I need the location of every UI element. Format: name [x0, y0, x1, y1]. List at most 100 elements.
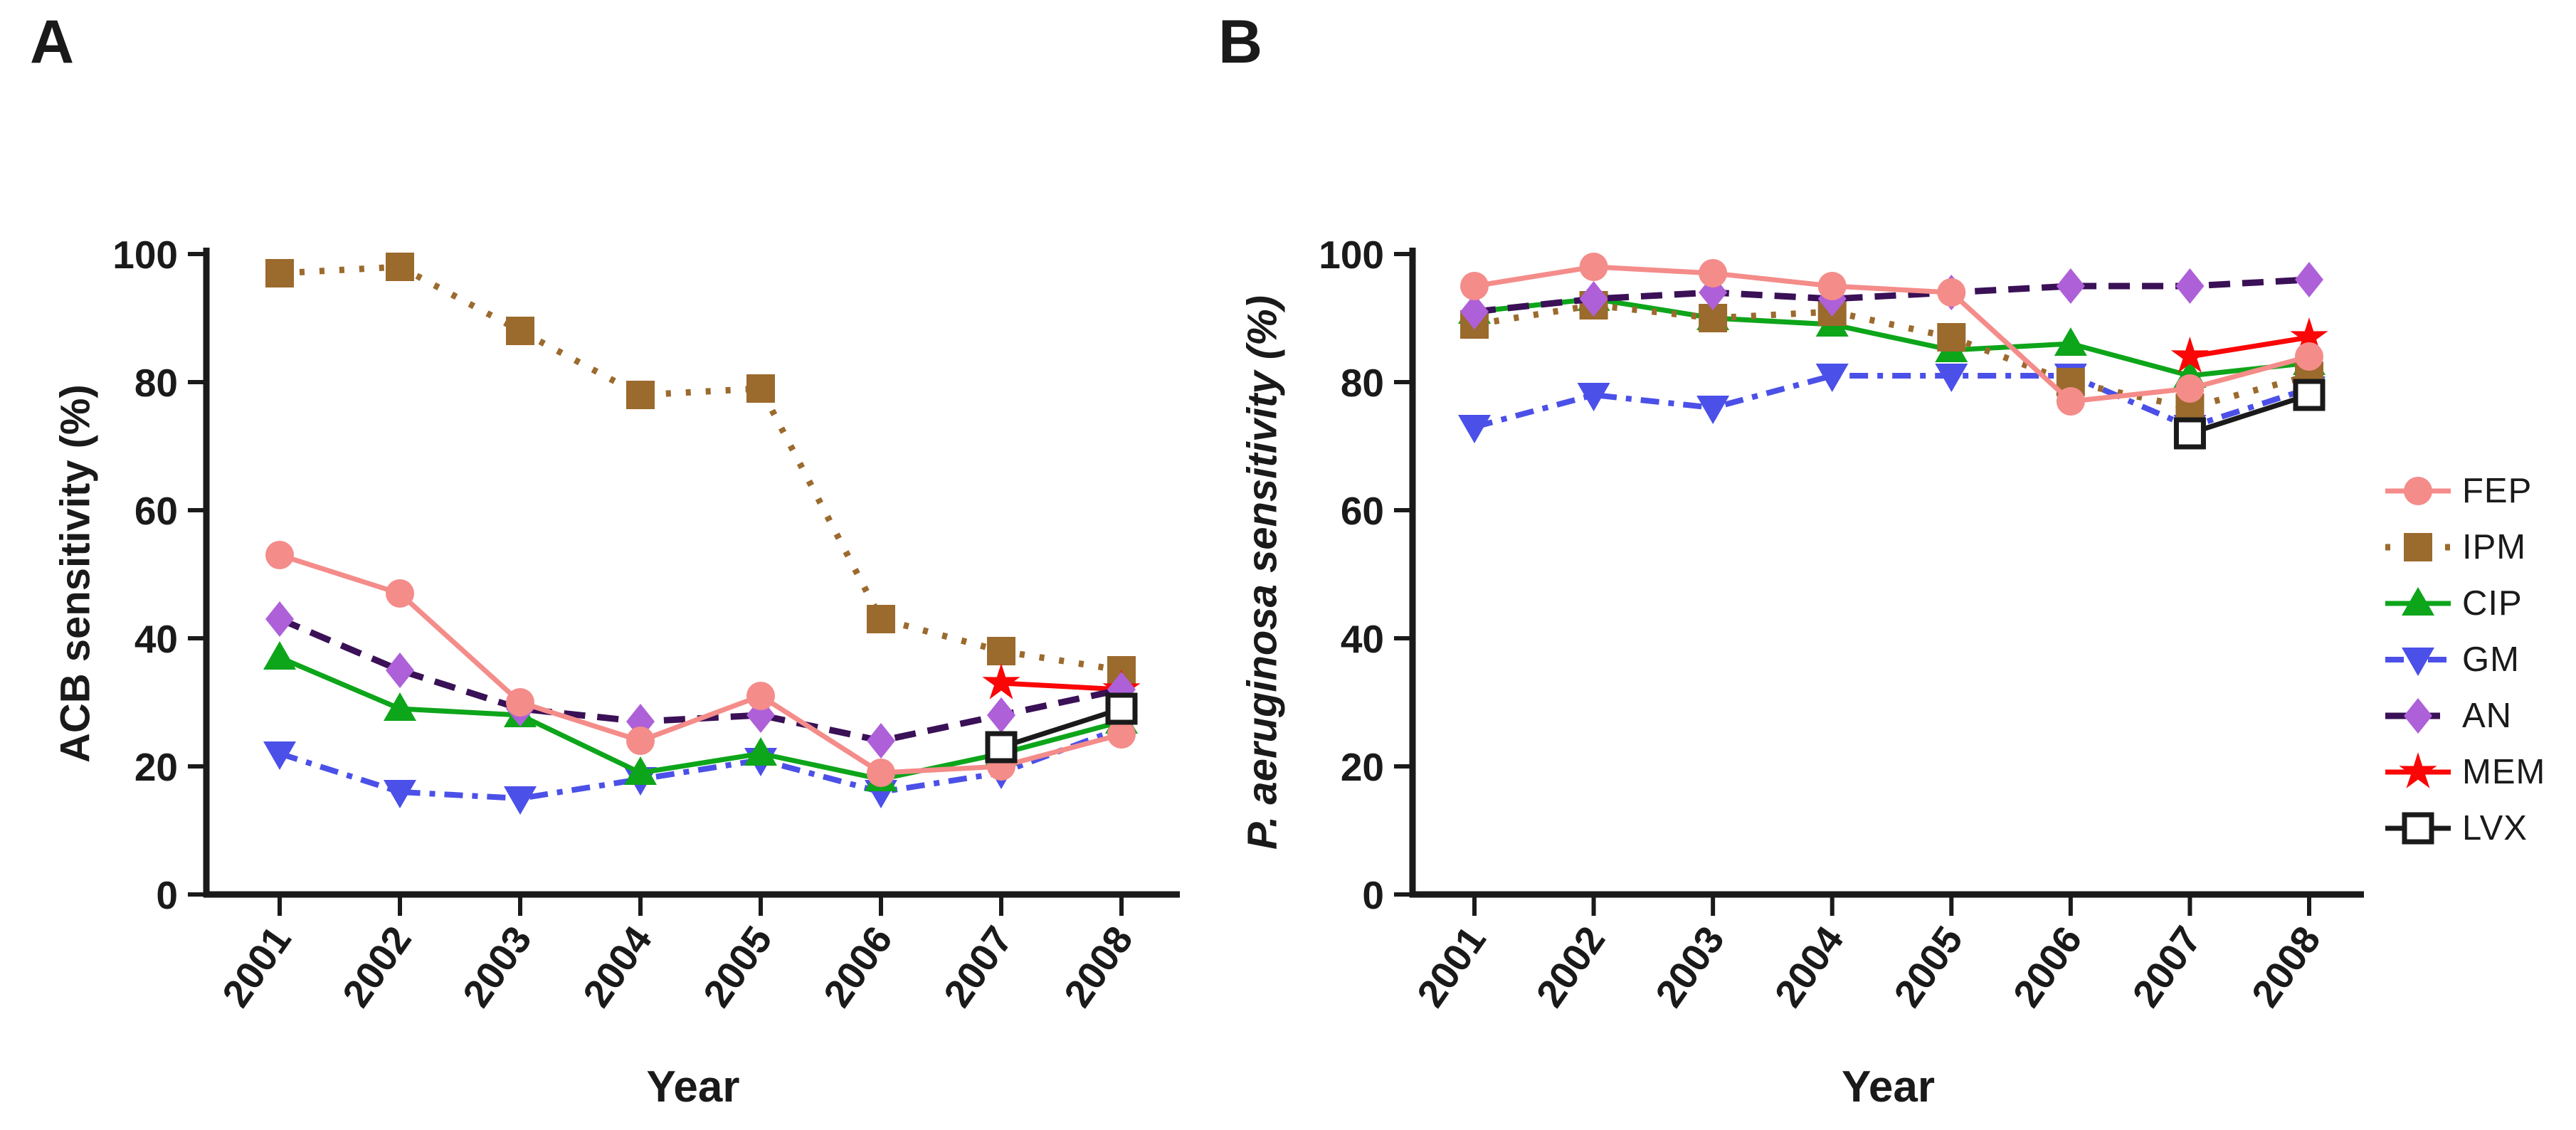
triangle-up-marker — [744, 737, 777, 766]
legend-item-cip: CIP — [2382, 575, 2545, 631]
square-marker — [2404, 532, 2432, 561]
triangle-down-marker — [1577, 383, 1610, 411]
panel-b-plot: 100 80 60 40 20 0 2001 2002 2003 2004 2005 2006 2007… — [1319, 233, 2364, 1015]
panel-b-label: B — [1218, 8, 1263, 76]
square-open-marker — [2173, 417, 2206, 450]
y-tick-label: 80 — [1341, 361, 1384, 405]
circle-marker — [2404, 476, 2432, 505]
x-tick-label: 2006 — [2005, 918, 2091, 1015]
series-line — [1474, 276, 2310, 315]
diamond-marker — [265, 601, 294, 637]
y-tick-label: 100 — [1319, 233, 1384, 277]
legend-item-an: AN — [2382, 687, 2545, 744]
series-ipm — [265, 253, 1136, 685]
series-line — [1473, 373, 2311, 431]
x-tick-label: 2006 — [815, 918, 901, 1015]
y-tick-label: 60 — [134, 489, 178, 533]
square-open-marker — [1105, 692, 1138, 725]
diamond-marker — [2175, 268, 2205, 304]
diamond-marker — [987, 697, 1015, 733]
circle-marker — [1937, 278, 1966, 307]
y-tick-label: 20 — [134, 745, 178, 789]
circle-marker — [506, 688, 534, 717]
legend-label: MEM — [2462, 752, 2546, 791]
legend-label: GM — [2462, 640, 2520, 679]
triangle-up-marker — [384, 692, 416, 721]
diamond-marker — [2056, 268, 2085, 304]
legend-label: FEP — [2462, 471, 2533, 510]
legend-item-mem: MEM — [2382, 744, 2545, 800]
triangle-down-marker — [263, 741, 296, 770]
panel-a-plot: 100 80 60 40 20 0 2001 2002 2003 2004 2005 2006 2007… — [112, 233, 1180, 1015]
square-marker — [506, 317, 534, 345]
legend: FEP IPM CIP GM AN MEM LVX — [2382, 463, 2545, 856]
star-marker — [2170, 337, 2209, 373]
y-tick-label: 0 — [156, 873, 178, 917]
x-tick-label: 2002 — [1527, 918, 1613, 1015]
diamond-marker — [1460, 294, 1489, 329]
x-tick-label: 2002 — [334, 918, 420, 1015]
square-marker — [265, 259, 294, 287]
diamond-marker — [386, 653, 414, 688]
legend-key-fep — [2385, 476, 2451, 505]
legend-item-gm: GM — [2382, 631, 2545, 687]
circle-marker — [2294, 342, 2323, 371]
series-line — [1001, 680, 1122, 692]
x-tick-label: 2007 — [935, 918, 1021, 1015]
triangle-up-marker — [263, 641, 296, 670]
series-line — [2189, 392, 2311, 436]
square-marker — [386, 253, 414, 281]
square-open-marker — [2293, 379, 2326, 411]
series-fep — [265, 541, 1136, 787]
circle-marker — [867, 759, 895, 787]
y-tick-label: 0 — [1362, 873, 1384, 917]
series-line — [2189, 334, 2310, 359]
legend-label: AN — [2462, 696, 2513, 735]
circle-marker — [386, 579, 414, 608]
legend-label: CIP — [2462, 584, 2523, 623]
y-tick-label: 40 — [1341, 617, 1384, 661]
square-open-marker — [2402, 812, 2434, 844]
x-tick-label: 2003 — [454, 918, 540, 1015]
circle-marker — [1460, 272, 1489, 300]
y-tick-label: 80 — [134, 361, 178, 405]
series-lvx — [985, 692, 1138, 764]
series-line — [1474, 264, 2310, 404]
series-fep — [1460, 253, 2323, 416]
triangle-up-marker — [2054, 327, 2087, 356]
legend-key-an — [2385, 697, 2451, 734]
triangle-down-marker — [1458, 415, 1491, 443]
diamond-marker — [2294, 262, 2323, 297]
panel-a-label: A — [30, 8, 75, 76]
triangle-down-marker — [504, 786, 537, 815]
legend-label: LVX — [2462, 808, 2528, 848]
x-tick-label: 2001 — [1408, 918, 1494, 1015]
circle-marker — [2056, 387, 2085, 416]
square-marker — [867, 605, 895, 633]
diamond-marker — [867, 723, 895, 759]
triangle-down-marker — [2402, 647, 2434, 676]
x-tick-label: 2004 — [1766, 918, 1852, 1015]
series-line — [278, 725, 1123, 802]
x-tick-label: 2005 — [1885, 918, 1971, 1015]
star-marker — [2399, 751, 2437, 788]
y-tick-label: 20 — [1341, 745, 1384, 789]
series-line — [1474, 302, 2311, 411]
x-tick-label: 2008 — [1055, 918, 1141, 1015]
legend-item-fep: FEP — [2382, 463, 2545, 519]
circle-marker — [265, 541, 294, 569]
square-marker — [987, 637, 1015, 665]
panel-a-x-axis-title: Year — [646, 1062, 740, 1111]
y-tick-label: 40 — [134, 617, 178, 661]
series-line — [278, 655, 1122, 782]
circle-marker — [1579, 253, 1608, 281]
circle-marker — [1817, 272, 1847, 300]
diamond-marker — [1579, 281, 1608, 317]
diamond-marker — [2404, 697, 2432, 734]
triangle-up-marker — [2402, 586, 2434, 616]
x-tick-label: 2003 — [1647, 918, 1733, 1015]
x-tick-label: 2008 — [2243, 918, 2329, 1015]
series-lvx — [2173, 379, 2326, 450]
